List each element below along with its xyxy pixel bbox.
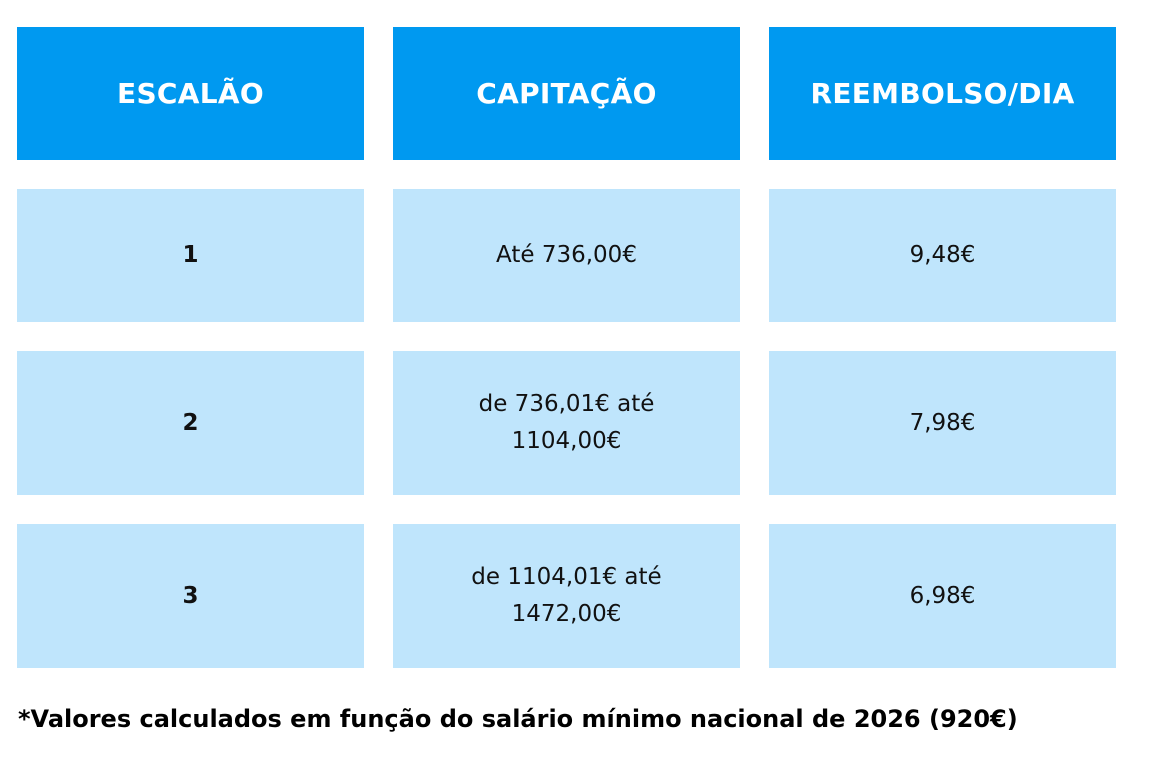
row3-capitacao: de 1104,01€ até 1472,00€ (393, 524, 740, 668)
row1-escalao: 1 (17, 189, 364, 322)
row2-escalao: 2 (17, 351, 364, 495)
footnote: *Valores calculados em função do salário… (18, 705, 1018, 733)
row3-escalao: 3 (17, 524, 364, 668)
reimbursement-table: ESCALÃO CAPITAÇÃO REEMBOLSO/DIA 1 Até 73… (17, 27, 1117, 668)
header-reembolso: REEMBOLSO/DIA (769, 27, 1116, 160)
row1-capitacao: Até 736,00€ (393, 189, 740, 322)
row2-reembolso: 7,98€ (769, 351, 1116, 495)
row1-reembolso: 9,48€ (769, 189, 1116, 322)
header-capitacao: CAPITAÇÃO (393, 27, 740, 160)
header-escalao: ESCALÃO (17, 27, 364, 160)
row3-reembolso: 6,98€ (769, 524, 1116, 668)
row2-capitacao: de 736,01€ até 1104,00€ (393, 351, 740, 495)
